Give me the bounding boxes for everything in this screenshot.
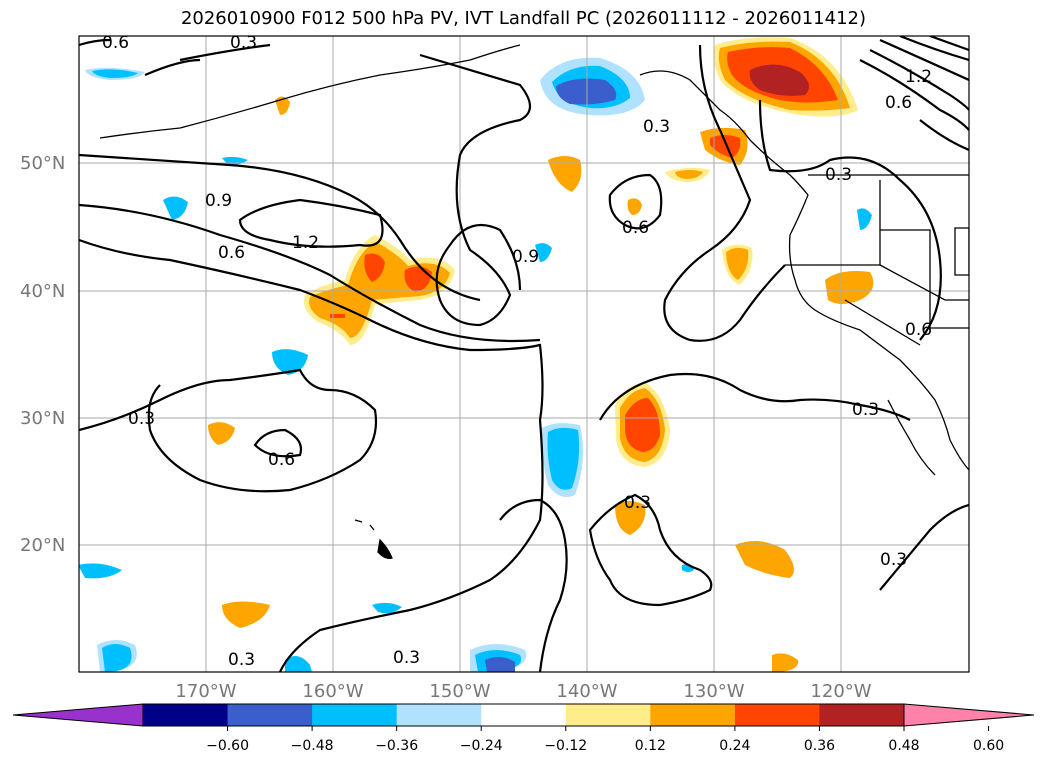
contour-label: 0.9 [512, 247, 539, 267]
negative-anomaly-patch [285, 656, 312, 672]
lon-label-130w: 130°W [683, 681, 744, 702]
positive-anomaly-patch [675, 170, 703, 179]
positive-anomaly-patch [330, 314, 345, 318]
colorbar: −0.60 −0.48 −0.36 −0.24 −0.12 0.12 0.24 0.36 0.4… [12, 703, 1035, 754]
negative-anomaly-patch [372, 602, 402, 614]
positive-anomaly-patch [726, 247, 749, 280]
colorbar-bin [565, 704, 651, 726]
map-title: 2026010900 F012 500 hPa PV, IVT Landfall… [180, 8, 867, 29]
positive-anomaly-patch [275, 96, 290, 115]
contour-label: 0.9 [205, 191, 232, 211]
negative-anomaly-patch [535, 243, 552, 262]
contour-label: 0.3 [852, 400, 879, 420]
colorbar-frame [142, 703, 905, 727]
colorbar-bin [227, 704, 313, 726]
colorbar-tick-label: 0.48 [888, 738, 919, 754]
colorbar-tick-label: −0.48 [291, 738, 334, 754]
colorbar-extend-high [904, 704, 1034, 726]
longitude-labels: 170°W 160°W 150°W 140°W 130°W 120°W [175, 681, 871, 702]
lon-label-160w: 160°W [302, 681, 363, 702]
colorbar-bin [312, 704, 398, 726]
positive-anomaly-patch [625, 398, 660, 452]
contour-label: 0.6 [885, 93, 912, 113]
negative-anomaly-patch [485, 656, 515, 672]
colorbar-tick-label: 0.24 [719, 738, 750, 754]
positive-anomaly-patch [735, 541, 794, 578]
positive-anomaly-patch [222, 601, 270, 628]
contour-label: 0.3 [393, 648, 420, 668]
lat-label-50n: 50°N [20, 153, 65, 174]
positive-anomaly-patch [364, 253, 385, 282]
colorbar-extend-low [13, 704, 143, 726]
positive-anomaly-patch [208, 422, 235, 445]
negative-anomaly-patch [102, 644, 132, 672]
positive-anomaly-patch [772, 653, 799, 672]
lat-label-40n: 40°N [20, 281, 65, 302]
contour-label: 0.6 [102, 33, 129, 53]
colorbar-bin [734, 704, 820, 726]
contour-label: 1.2 [905, 67, 932, 87]
contour-label: 0.3 [624, 493, 651, 513]
colorbar-tick-label: 0.60 [973, 738, 1004, 754]
contour-label: 0.6 [905, 320, 932, 340]
latitude-labels: 50°N 40°N 30°N 20°N [20, 153, 65, 556]
negative-anomaly-patch [556, 78, 617, 105]
contour-label: 1.2 [292, 233, 319, 253]
lon-label-120w: 120°W [810, 681, 871, 702]
colorbar-bin [650, 704, 736, 726]
negative-anomaly-patch [272, 349, 308, 375]
colorbar-bin [143, 704, 229, 726]
coastlines [99, 44, 969, 560]
contour-label: 0.3 [230, 33, 257, 53]
contour-label: 0.3 [128, 409, 155, 429]
colorbar-tick-label: 0.12 [635, 738, 666, 754]
positive-anomaly-patch [825, 271, 874, 304]
negative-anomaly-patch [547, 427, 580, 490]
colorbar-bin [481, 704, 567, 726]
lon-label-150w: 150°W [429, 681, 490, 702]
negative-anomaly-patch [79, 563, 122, 579]
negative-anomaly-patch [163, 196, 188, 220]
positive-anomaly-patch [749, 64, 809, 96]
colorbar-tick-label: −0.36 [375, 738, 418, 754]
colorbar-bin [396, 704, 482, 726]
contour-label: 0.3 [228, 650, 255, 670]
colorbar-tick-label: −0.12 [544, 738, 587, 754]
pv-contours [79, 36, 969, 672]
colorbar-tick-label: −0.24 [460, 738, 503, 754]
negative-anomaly-patch [92, 69, 138, 78]
colorbar-tick-label: 0.36 [804, 738, 835, 754]
contour-label: 0.6 [218, 243, 245, 263]
positive-anomaly-patch [615, 501, 646, 535]
colorbar-bin [819, 704, 905, 726]
colorbar-tick-label: −0.60 [206, 738, 249, 754]
contour-label: 0.6 [268, 450, 295, 470]
lon-label-140w: 140°W [556, 681, 617, 702]
contour-label: 0.6 [622, 218, 649, 238]
pv-anomaly-shading [79, 37, 874, 672]
negative-anomaly-patch [857, 208, 872, 230]
lat-label-20n: 20°N [20, 535, 65, 556]
map-area [79, 36, 969, 672]
contour-label: 0.3 [880, 550, 907, 570]
contour-labels: 0.6 0.3 0.9 1.2 0.6 0.9 0.6 0.3 0.3 0.6 … [102, 33, 932, 670]
positive-anomaly-patch [627, 198, 642, 215]
positive-anomaly-patch [548, 156, 582, 192]
positive-anomaly-patch [710, 135, 741, 158]
contour-label: 0.3 [825, 165, 852, 185]
map-border [78, 35, 970, 673]
contour-label: 0.3 [643, 117, 670, 137]
lon-label-170w: 170°W [175, 681, 236, 702]
lat-label-30n: 30°N [20, 408, 65, 429]
